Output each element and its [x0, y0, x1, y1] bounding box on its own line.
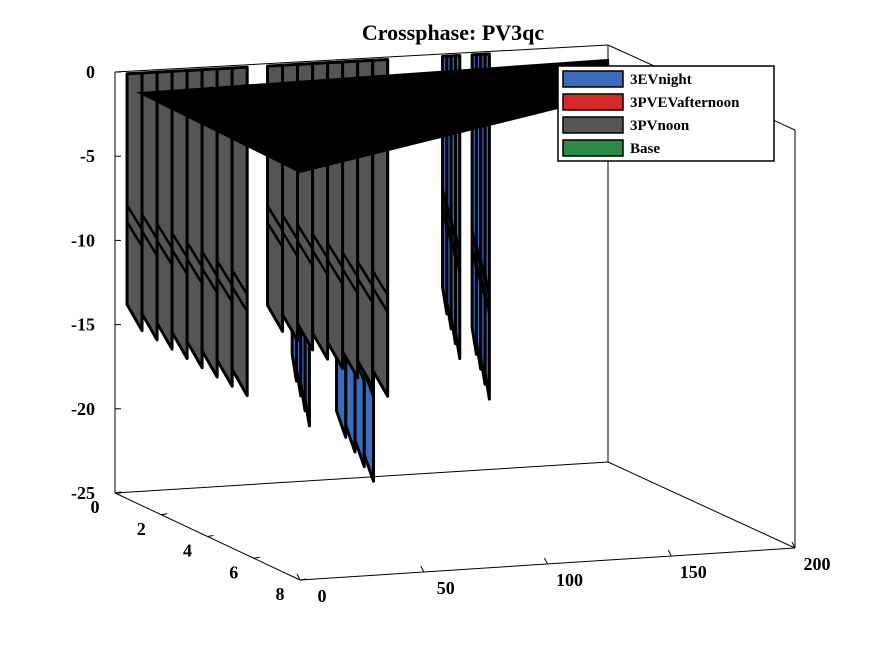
y-tick-mark-1	[161, 513, 168, 516]
wall-band-3EVnight-4-3	[483, 272, 491, 299]
wall-3PVnoon-0-1	[140, 70, 159, 342]
y-tick-mark-4	[299, 578, 307, 581]
z-tick-label-1: -5	[80, 146, 95, 166]
legend-label-base: Base	[630, 141, 660, 157]
wall-band2-3PVnoon-0-6	[216, 276, 234, 303]
legend-label-3evnight: 3EVnight	[630, 72, 692, 88]
wall-3PVnoon-0-7	[230, 65, 249, 398]
wall-band2-3PVnoon-1-3	[311, 249, 329, 276]
y-tick-mark-3	[253, 556, 260, 559]
wall-band2-3PVnoon-1-1	[281, 231, 299, 258]
wall-band-3PVnoon-1-2	[296, 223, 314, 250]
wall-band2-3PVnoon-1-5	[341, 268, 359, 295]
wall-3PVnoon-0-3	[170, 68, 189, 360]
wall-band2-3EVnight-4-3	[483, 289, 491, 316]
wall-3PVnoon-0-0	[125, 71, 144, 333]
x-tick-label-0: 0	[318, 586, 327, 606]
wall-band2-3PVnoon-0-0	[125, 221, 144, 248]
x-tick-label-3: 150	[680, 562, 707, 582]
x-tick-mark-2	[544, 557, 548, 565]
x-tick-mark-0	[296, 573, 301, 581]
wall-band-3PVnoon-0-1	[140, 213, 159, 240]
legend-swatch-base	[562, 139, 624, 157]
y-tick-label-0: 0	[91, 497, 100, 517]
legend-swatch-3evnight	[562, 70, 624, 88]
wall-band2-3PVnoon-0-1	[140, 230, 159, 257]
wall-3PVnoon-0-5	[200, 67, 219, 379]
x-tick-label-2: 100	[556, 570, 583, 590]
wall-band2-3PVnoon-1-2	[296, 240, 314, 267]
x-tick-mark-3	[667, 549, 672, 557]
y-tick-label-4: 8	[276, 584, 285, 604]
y-tick-label-2: 4	[183, 541, 192, 561]
x-tick-mark-1	[420, 565, 425, 573]
wall-band2-3PVnoon-0-5	[201, 267, 219, 294]
wall-band-3PVnoon-1-1	[281, 214, 299, 241]
legend-label-3pvnoon: 3PVnoon	[630, 118, 690, 134]
legend-label-3pvevafternoon: 3PVEVafternoon	[630, 95, 740, 111]
x-tick-mark-4	[791, 541, 796, 549]
wall-band-3PVnoon-0-6	[216, 260, 234, 286]
wall-3PVnoon-0-4	[185, 68, 204, 370]
legend-swatch-3pvevafternoon	[562, 93, 624, 111]
wall-band-3PVnoon-1-7	[371, 270, 389, 296]
y-tick-mark-2	[207, 535, 214, 537]
wall-band2-3EVnight-3-3	[454, 249, 462, 275]
wall-band2-3PVnoon-0-3	[171, 249, 189, 275]
y-tick-label-3: 6	[229, 562, 238, 582]
wall-band-3PVnoon-0-4	[186, 241, 204, 268]
wall-band-3PVnoon-1-5	[341, 251, 359, 278]
wall-band-3PVnoon-0-3	[171, 232, 189, 259]
x-tick-label-4: 200	[804, 554, 831, 574]
wall-band-3PVnoon-0-5	[201, 250, 219, 277]
wall-band2-3PVnoon-1-6	[356, 277, 374, 304]
z-tick-label-0: 0	[86, 62, 95, 82]
z-tick-label-4: -20	[71, 399, 95, 419]
wall-band2-3PVnoon-1-4	[326, 259, 344, 285]
z-tick-label-5: -25	[71, 483, 95, 503]
wall-band2-3PVnoon-0-4	[186, 258, 204, 285]
wall-band-3EVnight-3-3	[454, 232, 462, 258]
z-tick-label-3: -15	[71, 315, 95, 335]
wall-band-3PVnoon-0-2	[155, 223, 174, 249]
legend-swatch-3pvnoon	[562, 116, 624, 134]
y-tick-label-1: 2	[137, 519, 146, 539]
wall-band-3PVnoon-1-4	[326, 242, 344, 269]
wall-band-3PVnoon-1-0	[266, 205, 284, 231]
y-tick-mark-0	[114, 491, 122, 494]
wall-band-3PVnoon-1-3	[311, 233, 329, 259]
wall-band-3PVnoon-0-0	[125, 204, 144, 231]
x-tick-label-1: 50	[437, 578, 455, 598]
wall-band2-3PVnoon-1-0	[266, 222, 284, 248]
z-tick-label-2: -10	[71, 230, 95, 250]
wall-band-3PVnoon-0-7	[231, 269, 249, 296]
wall-band2-3PVnoon-0-7	[231, 286, 249, 313]
wall-band2-3PVnoon-1-7	[371, 287, 389, 313]
wall-band-3PVnoon-1-6	[356, 260, 374, 287]
wall-band2-3PVnoon-0-2	[155, 239, 174, 266]
wall-3PVnoon-0-2	[155, 69, 174, 351]
legend: 3EVnight 3PVEVafternoon 3PVnoon Base	[557, 65, 775, 162]
chart-title: Crossphase: PV3qc	[362, 20, 545, 45]
